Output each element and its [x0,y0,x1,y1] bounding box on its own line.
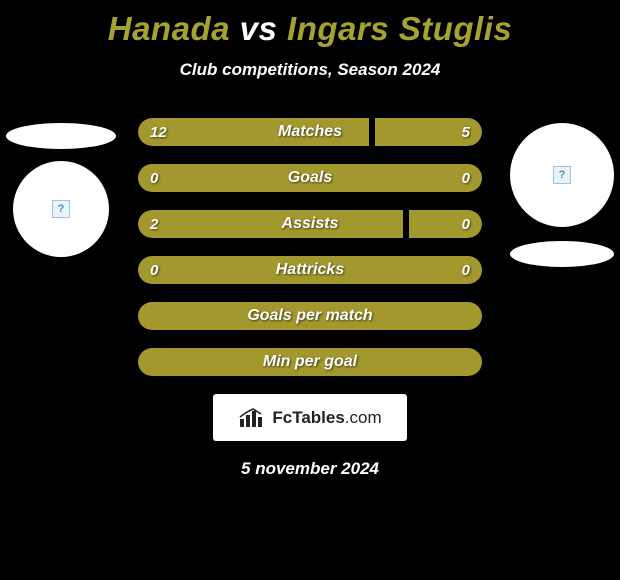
page-title: Hanada vs Ingars Stuglis [0,0,620,48]
placeholder-icon [553,166,571,184]
player2-avatar [510,123,614,227]
player1-avatar [13,161,109,257]
stat-bar: 00Hattricks [138,256,482,284]
stat-bar: 125Matches [138,118,482,146]
chart-icon [238,407,266,429]
stat-label: Goals [138,164,482,192]
stat-bar: 00Goals [138,164,482,192]
logo-domain: .com [345,408,382,427]
logo-brand: FcTables [272,408,344,427]
stat-label: Assists [138,210,482,238]
title-player1: Hanada [108,10,230,47]
date: 5 november 2024 [0,459,620,479]
avatar-shadow [6,123,116,149]
avatar-shadow [510,241,614,267]
stat-label: Matches [138,118,482,146]
placeholder-icon [52,200,70,218]
subtitle: Club competitions, Season 2024 [0,60,620,80]
fctables-logo: FcTables.com [213,394,407,441]
logo-text: FcTables.com [272,408,381,428]
stat-bars: 125Matches 00Goals 20Assists 00Hattricks Goa… [138,118,482,376]
stat-label: Hattricks [138,256,482,284]
stat-bar: 20Assists [138,210,482,238]
player2-avatar-block [510,123,614,267]
stat-bar: Goals per match [138,302,482,330]
title-player2: Ingars Stuglis [287,10,512,47]
stat-label: Min per goal [138,348,482,376]
stat-bar: Min per goal [138,348,482,376]
title-vs: vs [240,10,278,47]
player1-avatar-block [6,123,116,257]
stat-label: Goals per match [138,302,482,330]
